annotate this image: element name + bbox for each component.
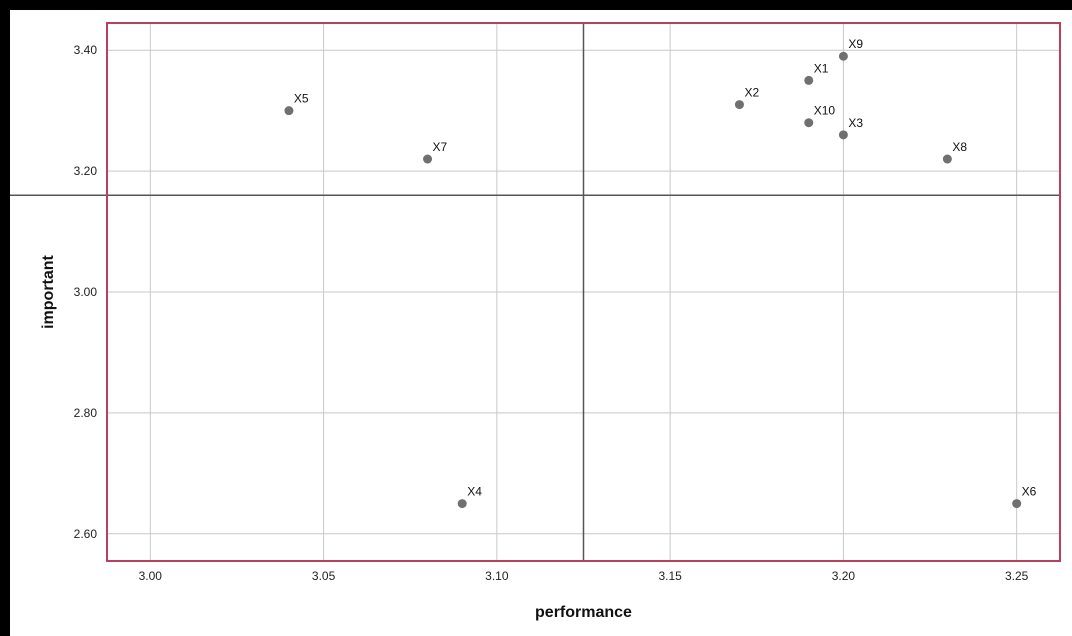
point-marker [1012, 499, 1022, 509]
y-tick-label: 2.60 [74, 527, 98, 541]
y-tick-label: 3.20 [74, 164, 98, 178]
data-point-x10: X10 [804, 104, 835, 128]
x-axis-title: performance [535, 604, 632, 621]
point-label: X1 [814, 61, 829, 75]
data-point-x5: X5 [284, 92, 309, 116]
point-marker [804, 118, 814, 128]
data-points: X1 X2 X3 X4 X5 X6 X7 X8 X9 X10 [284, 37, 1037, 509]
point-label: X3 [848, 116, 863, 130]
data-point-x7: X7 [423, 140, 448, 164]
point-label: X8 [952, 140, 967, 154]
data-point-x6: X6 [1012, 485, 1037, 509]
point-label: X5 [294, 92, 309, 106]
scatter-chart: 3.00 3.05 3.10 3.15 3.20 3.25 2.60 2.80 3.00 3.2… [10, 22, 1061, 621]
point-label: X7 [433, 140, 448, 154]
data-point-x4: X4 [457, 485, 482, 509]
point-marker [804, 75, 814, 85]
point-label: X6 [1022, 485, 1037, 499]
data-point-x2: X2 [734, 86, 759, 110]
y-tick-label: 2.80 [74, 406, 98, 420]
point-marker [284, 106, 294, 116]
chart-frame: 3.00 3.05 3.10 3.15 3.20 3.25 2.60 2.80 3.00 3.2… [10, 10, 1072, 636]
x-tick-label: 3.20 [832, 569, 856, 583]
y-axis-tick-labels: 2.60 2.80 3.00 3.20 3.40 [74, 43, 98, 541]
point-marker [942, 154, 952, 164]
plot-area-border [106, 22, 1061, 562]
x-tick-label: 3.10 [485, 569, 509, 583]
point-label: X4 [467, 485, 482, 499]
data-point-x1: X1 [804, 61, 829, 85]
point-label: X2 [744, 86, 759, 100]
y-axis-title: important [40, 254, 57, 328]
data-point-x8: X8 [942, 140, 967, 164]
point-label: X9 [848, 37, 863, 51]
point-marker [734, 100, 744, 110]
point-marker [423, 154, 433, 164]
x-tick-label: 3.05 [312, 569, 336, 583]
data-point-x9: X9 [838, 37, 863, 61]
point-marker [457, 499, 467, 509]
y-tick-label: 3.40 [74, 43, 98, 57]
x-tick-label: 3.00 [139, 569, 163, 583]
x-tick-label: 3.25 [1005, 569, 1029, 583]
x-axis-tick-labels: 3.00 3.05 3.10 3.15 3.20 3.25 [139, 569, 1029, 583]
point-marker [838, 51, 848, 61]
data-point-x3: X3 [838, 116, 863, 140]
reference-lines [10, 23, 1060, 561]
y-tick-label: 3.00 [74, 285, 98, 299]
x-tick-label: 3.15 [658, 569, 682, 583]
point-marker [838, 130, 848, 140]
point-label: X10 [814, 104, 836, 118]
